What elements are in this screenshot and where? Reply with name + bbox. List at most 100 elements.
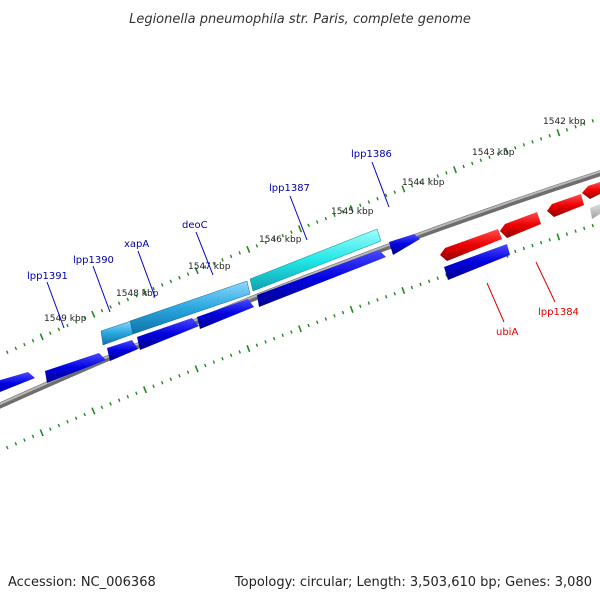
tick-minor xyxy=(531,243,534,248)
tick-label: 1548 kbp xyxy=(116,289,159,299)
tick-minor xyxy=(238,251,241,255)
gene-arrow-reverse[interactable] xyxy=(547,194,584,217)
gene-label-deoC[interactable]: deoC xyxy=(182,220,208,231)
tick-major xyxy=(504,147,509,155)
gene-arrow-reverse[interactable] xyxy=(582,182,600,199)
tick-minor xyxy=(307,223,310,228)
gene-arrow-forward[interactable] xyxy=(137,318,199,350)
tick-minor xyxy=(57,327,61,332)
tick-minor xyxy=(522,143,526,147)
leader-line xyxy=(486,282,505,323)
tick-minor xyxy=(341,310,345,315)
gene-label-xapA[interactable]: xapA xyxy=(124,239,149,250)
gene-leader-lines xyxy=(46,161,556,329)
tick-minor xyxy=(152,384,155,388)
tick-minor xyxy=(565,127,569,132)
gene-arrow-forward[interactable] xyxy=(257,250,386,307)
tick-minor xyxy=(160,283,164,287)
tick-major xyxy=(91,310,96,318)
tick-minor xyxy=(410,285,414,290)
tick-minor xyxy=(57,423,61,428)
leader-line xyxy=(92,265,111,313)
tick-minor xyxy=(307,323,310,328)
tick-minor xyxy=(221,356,224,361)
tick-minor xyxy=(49,427,52,431)
tick-minor xyxy=(212,261,216,266)
tick-minor xyxy=(204,265,207,269)
tick-minor xyxy=(462,164,465,169)
tick-minor xyxy=(488,155,491,159)
gene-arrow-highlight[interactable] xyxy=(249,228,382,292)
tick-minor xyxy=(264,340,267,344)
tick-major xyxy=(297,225,303,233)
tick-minor xyxy=(539,137,543,141)
tick-minor xyxy=(264,240,267,245)
tick-minor xyxy=(83,412,86,417)
tick-minor xyxy=(539,240,543,245)
tick-major xyxy=(453,166,457,174)
tick-label: 1546 kbp xyxy=(259,235,302,245)
gene-arrow-forward[interactable] xyxy=(197,299,254,329)
gene-arrow-reverse-strand-blue[interactable] xyxy=(444,244,510,280)
gene-arrow-forward[interactable] xyxy=(45,353,106,383)
tick-minor xyxy=(186,370,190,375)
tick-minor xyxy=(238,350,241,354)
reverse-genes xyxy=(440,182,600,261)
tick-minor xyxy=(255,244,259,248)
tick-minor xyxy=(178,275,181,280)
tick-minor xyxy=(548,133,551,138)
tick-major xyxy=(298,325,302,333)
gene-arrow-reverse[interactable] xyxy=(500,212,541,238)
tick-minor xyxy=(48,331,52,335)
tick-minor xyxy=(333,213,336,217)
tick-minor xyxy=(445,273,448,277)
gene-arrow-unknown[interactable] xyxy=(590,204,600,219)
leader-line xyxy=(535,261,556,303)
leader-line xyxy=(137,250,156,298)
tick-minor xyxy=(31,339,35,343)
tick-minor xyxy=(531,140,534,144)
genome-summary-text: Topology: circular; Length: 3,503,610 bp… xyxy=(234,575,592,590)
tick-label: 1549 kbp xyxy=(44,314,87,324)
tick-major xyxy=(194,266,199,275)
leader-line xyxy=(195,231,214,276)
tick-minor xyxy=(74,416,78,420)
tick-minor xyxy=(367,301,371,305)
gene-label-lpp1390[interactable]: lpp1390 xyxy=(73,255,114,266)
tick-minor xyxy=(591,223,594,228)
tick-minor xyxy=(427,177,431,181)
tick-minor xyxy=(178,374,181,378)
tick-minor xyxy=(14,442,18,446)
tick-label: 1545 kbp xyxy=(331,207,374,217)
gene-label-lpp1384[interactable]: lpp1384 xyxy=(538,307,579,318)
tick-minor xyxy=(66,323,69,328)
tick-minor xyxy=(281,233,285,238)
tick-minor xyxy=(109,402,112,406)
tick-minor xyxy=(169,279,173,284)
gene-arrow-reverse[interactable] xyxy=(440,229,502,261)
tick-minor xyxy=(376,298,379,302)
tick-minor xyxy=(514,146,517,150)
tick-major xyxy=(142,386,148,394)
tick-major xyxy=(556,233,561,241)
tick-minor xyxy=(212,360,216,364)
gene-arrow-forward[interactable] xyxy=(0,372,35,396)
tick-minor xyxy=(109,305,112,309)
gene-label-lpp1387[interactable]: lpp1387 xyxy=(269,183,310,194)
gene-arrow-forward[interactable] xyxy=(389,234,420,255)
tick-minor xyxy=(427,279,431,284)
tick-minor xyxy=(496,152,500,156)
tick-minor xyxy=(117,398,121,402)
tick-minor xyxy=(117,301,121,305)
gene-label-ubiA[interactable]: ubiA xyxy=(496,327,518,338)
gene-arrow-forward[interactable] xyxy=(107,340,138,361)
gene-label-lpp1386[interactable]: lpp1386 xyxy=(351,149,392,160)
gene-label-lpp1391[interactable]: lpp1391 xyxy=(27,271,68,282)
map-title: Legionella pneumophila str. Paris, compl… xyxy=(129,12,471,27)
tick-minor xyxy=(419,180,422,185)
leader-line xyxy=(289,195,308,241)
tick-major xyxy=(246,345,251,353)
tick-major xyxy=(194,365,199,373)
gene-arrow-highlight[interactable] xyxy=(129,280,251,335)
tick-minor xyxy=(471,161,474,166)
